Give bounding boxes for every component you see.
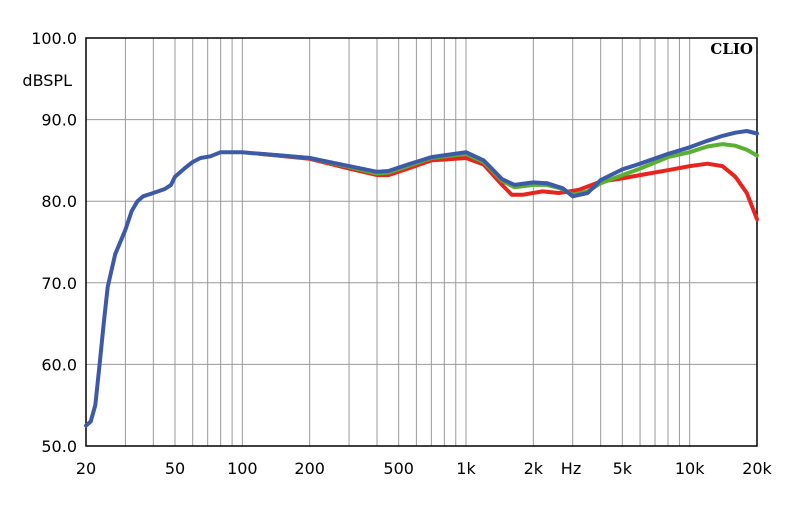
x-tick-label: 50 [165,459,185,478]
y-tick-label: 100.0 [31,29,77,48]
x-tick-label: 200 [294,459,325,478]
series-line-1 [258,151,759,222]
x-tick-label: 5k [613,459,633,478]
y-tick-label: 70.0 [41,274,77,293]
clio-brand-label: CLIO [710,40,753,58]
x-axis-tick-labels: 20 50 100 200 500 1k 2k 5k 10k 20k [76,459,773,478]
plot-frame [85,37,758,447]
y-tick-label: 50.0 [41,437,77,456]
series-group [84,129,759,428]
y-tick-label: 90.0 [41,111,77,130]
y-tick-label: 60.0 [41,355,77,374]
y-axis-tick-labels: 100.0 90.0 80.0 70.0 60.0 50.0 [31,29,77,456]
x-axis-label: Hz [561,459,581,478]
x-tick-label: 1k [456,459,476,478]
x-tick-label: 20 [76,459,96,478]
x-tick-label: 10k [675,459,705,478]
y-axis-label: dBSPL [22,71,72,90]
grid [86,38,757,446]
x-tick-label: 100 [227,459,258,478]
x-tick-label: 500 [383,459,414,478]
x-tick-label: 20k [742,459,772,478]
y-tick-label: 80.0 [41,192,77,211]
x-tick-label: 2k [524,459,544,478]
series-line-3 [84,129,759,428]
